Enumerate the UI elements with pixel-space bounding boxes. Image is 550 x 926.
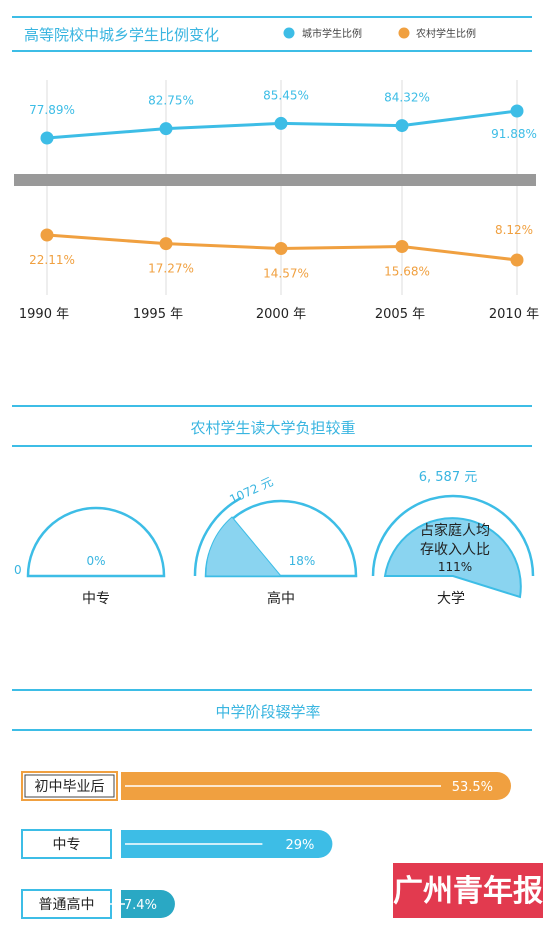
gauge-label: 中专 — [82, 591, 110, 607]
urban-series: 77.89% 82.75% 85.45% 84.32% 91.88% — [29, 88, 537, 145]
gauge-daxue: 6, 587 元 占家庭人均 存收入人比 111% 大学 — [371, 470, 535, 607]
gauge-caption-line1: 占家庭人均 — [420, 522, 490, 539]
bar-category-label: 中专 — [53, 837, 81, 853]
gauge-axis-zero: 0 — [14, 563, 22, 577]
gauge-caption-line2: 存收入人比 — [420, 542, 490, 558]
dropout-bar — [121, 890, 175, 918]
urban-rural-line-chart: 77.89% 82.75% 85.45% 84.32% 91.88% 22.11% 17.… — [14, 80, 539, 322]
middle-divider-band — [14, 174, 536, 186]
gauge-label: 大学 — [437, 591, 465, 607]
section3-title: 中学阶段辍学率 — [215, 703, 320, 721]
rural-data-label: 14.57% — [263, 266, 309, 280]
x-tick-label: 1990 年 — [19, 307, 69, 322]
section2-title: 农村学生读大学负担较重 — [190, 419, 355, 437]
x-tick-label: 2000 年 — [256, 307, 306, 322]
legend-rural-marker — [398, 27, 410, 39]
legend-rural-label: 农村学生比例 — [416, 27, 476, 40]
brand-logo: 广州青年报 — [393, 863, 543, 918]
gauge-percent: 18% — [289, 554, 316, 568]
burden-gauges: 0 0% 中专 1072 元 18% 高中 6, 587 元 占家庭人均 存收入… — [14, 470, 535, 607]
bar-category-box — [21, 889, 112, 919]
dropout-bar-chart: 初中毕业后 53.5% 中专 29% 普通高中 7.4% — [21, 771, 511, 919]
bar-category-label: 普通高中 — [39, 896, 95, 913]
rural-data-label: 15.68% — [384, 264, 430, 278]
urban-data-label: 82.75% — [148, 94, 194, 108]
section1-title: 高等院校中城乡学生比例变化 — [24, 26, 219, 44]
urban-point — [395, 119, 409, 133]
rural-data-label: 8.12% — [495, 223, 533, 237]
rural-point — [274, 241, 288, 255]
rural-point — [510, 253, 524, 267]
legend-urban-marker — [283, 27, 295, 39]
rural-point — [40, 228, 54, 242]
gauge-percent: 111% — [438, 560, 472, 574]
urban-data-label: 91.88% — [491, 127, 537, 141]
gauge-outer-arc — [371, 494, 535, 577]
rural-series: 22.11% 17.27% 14.57% 15.68% 8.12% — [29, 223, 533, 280]
brand-logo-text: 广州青年报 — [393, 874, 543, 909]
urban-data-label: 77.89% — [29, 103, 75, 117]
urban-point — [159, 122, 173, 136]
gauge-label: 高中 — [267, 590, 295, 607]
x-axis-ticks: 1990 年 1995 年 2000 年 2005 年 2010 年 — [19, 307, 539, 322]
gauge-percent: 0% — [86, 554, 105, 568]
rural-data-label: 17.27% — [148, 262, 194, 276]
vertical-guides — [46, 80, 518, 295]
rural-point — [395, 239, 409, 253]
section3-header: 中学阶段辍学率 — [12, 689, 532, 731]
x-tick-label: 1995 年 — [133, 307, 183, 322]
gauge-fill-wedge — [205, 516, 283, 577]
section2-header: 农村学生读大学负担较重 — [12, 405, 532, 447]
gauge-zhongzhuan: 0% 中专 — [26, 506, 166, 607]
bar-category-box — [21, 771, 118, 801]
bar-value-label: 29% — [285, 838, 314, 853]
bar-value-label: 7.4% — [124, 898, 157, 913]
bar-category-label: 初中毕业后 — [35, 778, 105, 795]
section1-header: 高等院校中城乡学生比例变化 城市学生比例 农村学生比例 — [12, 16, 532, 52]
x-tick-label: 2010 年 — [489, 307, 539, 322]
gauge-cost: 6, 587 元 — [419, 470, 477, 485]
bar-category-box — [21, 829, 112, 859]
rural-data-label: 22.11% — [29, 253, 75, 267]
urban-point — [40, 131, 54, 145]
gauge-fill-wedge — [383, 517, 522, 599]
bar-value-label: 53.5% — [452, 780, 493, 795]
x-tick-label: 2005 年 — [375, 307, 425, 322]
brand-logo-box — [393, 863, 543, 918]
urban-data-label: 85.45% — [263, 88, 309, 102]
urban-data-label: 84.32% — [384, 91, 430, 105]
bar-category-inner-frame — [24, 774, 115, 798]
urban-point — [274, 116, 288, 130]
gauge-outer-arc — [193, 496, 242, 577]
gauge-outline — [26, 506, 166, 578]
rural-point — [159, 237, 173, 251]
legend-urban-label: 城市学生比例 — [302, 27, 362, 40]
urban-point — [510, 104, 524, 118]
gauge-gaozhong: 1072 元 18% 高中 — [193, 474, 358, 607]
